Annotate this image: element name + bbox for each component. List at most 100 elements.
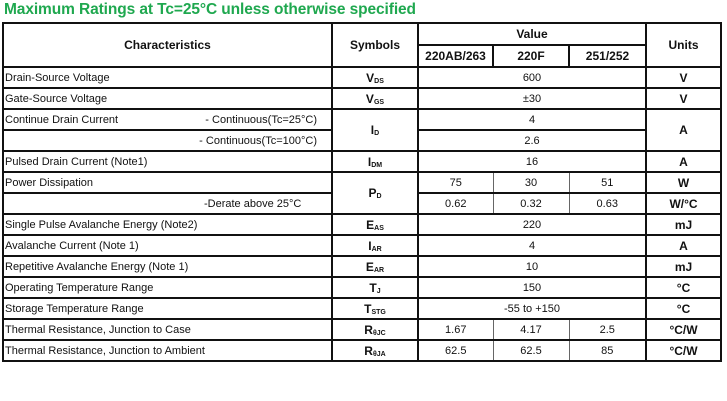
- value: 4: [417, 108, 647, 131]
- value: 62.5: [417, 339, 494, 362]
- characteristic-name: Power Dissipation: [2, 171, 333, 194]
- table-row: Single Pulse Avalanche Energy (Note2) EAS…: [2, 213, 722, 236]
- value: ±30: [417, 87, 647, 110]
- symbol: TSTG: [331, 297, 419, 320]
- value: 600: [417, 66, 647, 89]
- symbol: VDS: [331, 66, 419, 89]
- table-row: Pulsed Drain Current (Note1) IDM 16 A: [2, 150, 722, 173]
- table-row: Thermal Resistance, Junction to Case RθJC…: [2, 318, 722, 341]
- value: 62.5: [492, 339, 570, 362]
- symbol-letter: V: [365, 91, 374, 106]
- value: 4: [417, 234, 647, 257]
- unit: W: [645, 171, 722, 194]
- unit: °C: [645, 276, 722, 299]
- symbol-subscript: AS: [374, 224, 384, 232]
- condition: -Derate above 25°C: [2, 192, 333, 215]
- unit: °C/W: [645, 339, 722, 362]
- symbol-letter: R: [364, 322, 373, 337]
- symbol-subscript: θJC: [372, 329, 386, 337]
- symbol-letter: T: [364, 301, 372, 316]
- symbol: EAR: [331, 255, 419, 278]
- symbol-letter: I: [368, 238, 372, 253]
- header-package-2: 220F: [492, 44, 570, 68]
- symbol: ID: [331, 108, 419, 152]
- table-row: Repetitive Avalanche Energy (Note 1) EAR 1…: [2, 255, 722, 278]
- symbol: PD: [331, 171, 419, 215]
- symbol-subscript: STG: [371, 308, 386, 316]
- symbol-letter: E: [366, 217, 375, 232]
- table-row: - Continuous(Tc=100°C) 2.6: [2, 129, 721, 152]
- symbol: RθJA: [331, 339, 419, 362]
- unit: A: [645, 108, 722, 152]
- value: 220: [417, 213, 647, 236]
- symbol-subscript: DM: [371, 161, 383, 169]
- symbol-letter: E: [365, 259, 374, 274]
- symbol: TJ: [331, 276, 419, 299]
- symbol-letter: T: [369, 280, 377, 295]
- unit: V: [645, 87, 722, 110]
- table-row: Avalanche Current (Note 1) IAR 4 A: [2, 234, 722, 257]
- header-symbols: Symbols: [331, 22, 419, 68]
- characteristic-name: Avalanche Current (Note 1): [2, 234, 333, 257]
- characteristic-name: Storage Temperature Range: [2, 297, 333, 320]
- table-row: Power Dissipation PD 75 30 51 W: [2, 171, 722, 215]
- unit: W/°C: [645, 192, 722, 215]
- header-package-1: 220AB/263: [417, 44, 494, 68]
- symbol-letter: P: [368, 186, 377, 200]
- symbol: EAS: [331, 213, 419, 236]
- value: 0.32: [492, 192, 570, 215]
- unit: V: [645, 66, 722, 89]
- unit: mJ: [645, 255, 722, 278]
- section-title: Maximum Ratings at Tc=25°C unless otherw…: [4, 1, 416, 18]
- value: 30: [492, 171, 570, 194]
- table-row: Gate-Source Voltage VGS ±30 V: [2, 87, 722, 110]
- table-row: Storage Temperature Range TSTG -55 to +150…: [2, 297, 722, 320]
- symbol-letter: V: [366, 70, 375, 85]
- unit: A: [645, 234, 722, 257]
- condition: - Continuous(Tc=25°C): [205, 113, 317, 126]
- value: 150: [417, 276, 647, 299]
- header-units: Units: [645, 22, 722, 68]
- value: 75: [417, 171, 494, 194]
- unit: A: [645, 150, 722, 173]
- characteristic-name: Operating Temperature Range: [2, 276, 333, 299]
- table-row: Drain-Source Voltage VDS 600 V: [2, 66, 722, 89]
- symbol-subscript: D: [376, 193, 382, 200]
- table-row: -Derate above 25°C 0.62 0.32 0.63 W/°C: [2, 192, 722, 215]
- unit: mJ: [645, 213, 722, 236]
- value: 51: [568, 171, 647, 194]
- table-row: Continue Drain Current - Continuous(Tc=25…: [2, 108, 722, 152]
- value: 85: [568, 339, 647, 362]
- symbol-letter: R: [364, 343, 373, 358]
- value: 1.67: [417, 318, 494, 341]
- symbol-subscript: θJA: [372, 350, 386, 358]
- maximum-ratings-table: Characteristics Symbols Value Units 220A…: [2, 22, 722, 362]
- symbol: RθJC: [331, 318, 419, 341]
- value: 0.63: [568, 192, 647, 215]
- table-row: Thermal Resistance, Junction to Ambient R…: [2, 339, 722, 362]
- symbol: VGS: [331, 87, 419, 110]
- value: 4.17: [492, 318, 570, 341]
- symbol: IDM: [331, 150, 419, 173]
- value: 2.6: [417, 129, 647, 152]
- value: 16: [417, 150, 647, 173]
- symbol-subscript: J: [376, 287, 381, 295]
- characteristic: Continue Drain Current - Continuous(Tc=25…: [2, 108, 333, 131]
- characteristic-name: Pulsed Drain Current (Note1): [2, 150, 333, 173]
- symbol-subscript: AR: [373, 266, 385, 274]
- characteristic-name: Continue Drain Current: [5, 113, 119, 126]
- symbol-letter: I: [367, 154, 372, 169]
- characteristic-name: Single Pulse Avalanche Energy (Note2): [2, 213, 333, 236]
- condition: - Continuous(Tc=100°C): [2, 129, 333, 152]
- value: 10: [417, 255, 647, 278]
- characteristic-name: Thermal Resistance, Junction to Case: [2, 318, 333, 341]
- value: 0.62: [417, 192, 494, 215]
- characteristic-name: Thermal Resistance, Junction to Ambient: [2, 339, 333, 362]
- unit: °C: [645, 297, 722, 320]
- header-package-3: 251/252: [568, 44, 647, 68]
- header-value: Value: [417, 22, 647, 46]
- symbol-subscript: AR: [371, 245, 382, 253]
- symbol-subscript: DS: [374, 77, 384, 85]
- table-row: Operating Temperature Range TJ 150 °C: [2, 276, 722, 299]
- symbol-subscript: D: [374, 130, 380, 137]
